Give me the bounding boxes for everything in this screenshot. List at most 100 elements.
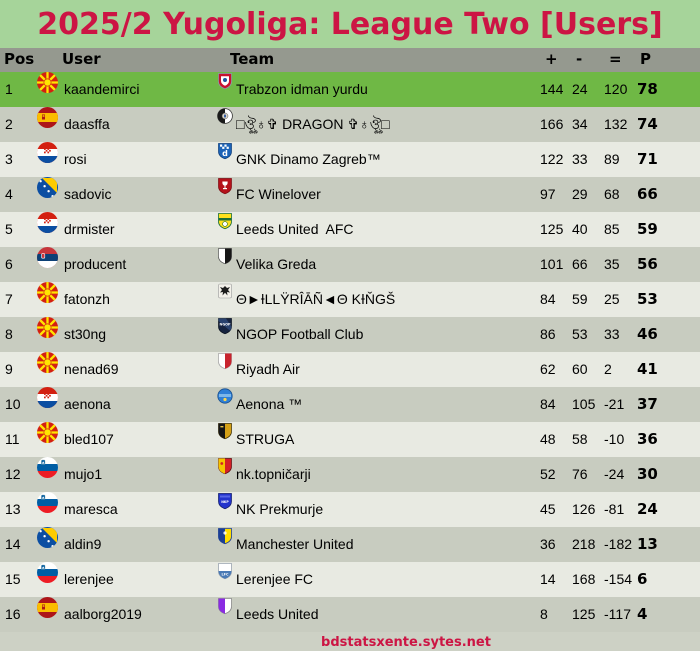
losses-cell: 76 (572, 466, 588, 482)
table-row: 13 maresca NKP NK Prekmurje 45 126 -81 2… (0, 492, 700, 527)
wins-cell: 86 (540, 326, 556, 342)
username-cell: aalborg2019 (64, 606, 142, 622)
serbia-flag-icon (37, 247, 58, 268)
table-row: 16 aalborg2019 Leeds United 8 125 -117 4 (0, 597, 700, 632)
team-name-cell: NGOP Football Club (236, 326, 364, 342)
team-name-cell: Lerenjee FC (236, 571, 314, 587)
team-name-cell: STRUGA (236, 431, 295, 447)
diff-cell: -182 (604, 536, 633, 552)
aenona-badge-icon (217, 387, 233, 405)
losses-cell: 24 (572, 81, 588, 97)
header-team: Team (230, 50, 275, 68)
username-cell: fatonzh (64, 291, 110, 307)
team-name-cell: Aenona ™ (236, 396, 303, 412)
team-name-cell: Velika Greda (236, 256, 317, 272)
username-cell: st30ng (64, 326, 107, 342)
position-cell: 13 (5, 501, 21, 517)
team-name-cell: Leeds United AFC (236, 221, 354, 237)
team-name-cell: Trabzon idman yurdu (236, 81, 368, 97)
points-cell: 59 (637, 220, 658, 238)
losses-cell: 34 (572, 116, 588, 132)
table-row: 3 rosi d GNK Dinamo Zagreb™ 122 33 89 71 (0, 142, 700, 177)
points-cell: 37 (637, 395, 658, 413)
header-user: User (62, 50, 101, 68)
username-cell: sadovic (64, 186, 112, 202)
table-row: 1 kaandemirci Trabzon idman yurdu 144 24… (0, 72, 700, 107)
title-bar: 2025/2 Yugoliga: League Two [Users] (0, 0, 700, 48)
header-minus: - (576, 50, 583, 68)
bosnia-flag-icon (37, 177, 58, 198)
wins-cell: 125 (540, 221, 564, 237)
table-row: 4 sadovic FC Winelover 97 29 68 66 (0, 177, 700, 212)
diff-cell: -10 (604, 431, 625, 447)
position-cell: 15 (5, 571, 21, 587)
leeds-afc-badge-icon (217, 212, 233, 230)
losses-cell: 60 (572, 361, 588, 377)
footer-site-link[interactable]: bdstatsxente.sytes.net (321, 635, 491, 650)
macedonia-flag-icon (37, 282, 58, 303)
wins-cell: 36 (540, 536, 556, 552)
wins-cell: 52 (540, 466, 556, 482)
username-cell: nenad69 (64, 361, 119, 377)
points-cell: 36 (637, 430, 658, 448)
points-cell: 78 (637, 80, 658, 98)
svg-text:NKP: NKP (221, 500, 229, 504)
points-cell: 56 (637, 255, 658, 273)
points-cell: 53 (637, 290, 658, 308)
losses-cell: 58 (572, 431, 588, 447)
slovenia-flag-icon (37, 492, 58, 513)
table-row: 7 fatonzh Θ►ƗLLŸRÎĀÑ◄Θ KƗŇGŠ 84 59 25 53 (0, 282, 700, 317)
position-cell: 14 (5, 536, 21, 552)
table-body: 1 kaandemirci Trabzon idman yurdu 144 24… (0, 72, 700, 632)
wins-cell: 101 (540, 256, 564, 272)
losses-cell: 66 (572, 256, 588, 272)
prekmurje-badge-icon: NKP (217, 492, 233, 510)
spain-flag-icon (37, 597, 58, 618)
points-cell: 71 (637, 150, 658, 168)
losses-cell: 59 (572, 291, 588, 307)
diff-cell: -24 (604, 466, 625, 482)
table-row: 9 nenad69 Riyadh Air 62 60 2 41 (0, 352, 700, 387)
losses-cell: 126 (572, 501, 596, 517)
losses-cell: 33 (572, 151, 588, 167)
losses-cell: 168 (572, 571, 596, 587)
diff-cell: 85 (604, 221, 620, 237)
team-name-cell: NK Prekmurje (236, 501, 324, 517)
diff-cell: 132 (604, 116, 628, 132)
header-plus: + (545, 50, 558, 68)
slovenia-flag-icon (37, 562, 58, 583)
username-cell: mujo1 (64, 466, 103, 482)
wins-cell: 144 (540, 81, 564, 97)
username-cell: kaandemirci (64, 81, 140, 97)
wins-cell: 8 (540, 606, 548, 622)
points-cell: 4 (637, 605, 648, 623)
username-cell: maresca (64, 501, 118, 517)
losses-cell: 40 (572, 221, 588, 237)
diff-cell: -154 (604, 571, 633, 587)
wins-cell: 122 (540, 151, 564, 167)
position-cell: 12 (5, 466, 21, 482)
diff-cell: 2 (604, 361, 612, 377)
macedonia-flag-icon (37, 72, 58, 93)
username-cell: rosi (64, 151, 87, 167)
topnicarji-badge-icon (217, 457, 233, 475)
points-cell: 46 (637, 325, 658, 343)
bosnia-flag-icon (37, 527, 58, 548)
diff-cell: -81 (604, 501, 625, 517)
team-name-cell: Θ►ƗLLŸRÎĀÑ◄Θ KƗŇGŠ (236, 291, 396, 307)
diff-cell: -117 (604, 606, 631, 622)
wins-cell: 62 (540, 361, 556, 377)
lerenjee-badge-icon: LFC (217, 562, 233, 580)
position-cell: 4 (5, 186, 13, 202)
diff-cell: 25 (604, 291, 620, 307)
macedonia-flag-icon (37, 317, 58, 338)
header-equals: = (609, 50, 622, 68)
manutd-badge-icon (217, 527, 233, 545)
username-cell: aenona (64, 396, 111, 412)
table-header: Pos User Team + - = P (0, 48, 700, 72)
points-cell: 6 (637, 570, 648, 588)
position-cell: 10 (5, 396, 21, 412)
position-cell: 6 (5, 256, 13, 272)
table-row: 11 bled107 STRUGA 48 58 -10 36 (0, 422, 700, 457)
table-row: 14 aldin9 Manchester United 36 218 -182 … (0, 527, 700, 562)
